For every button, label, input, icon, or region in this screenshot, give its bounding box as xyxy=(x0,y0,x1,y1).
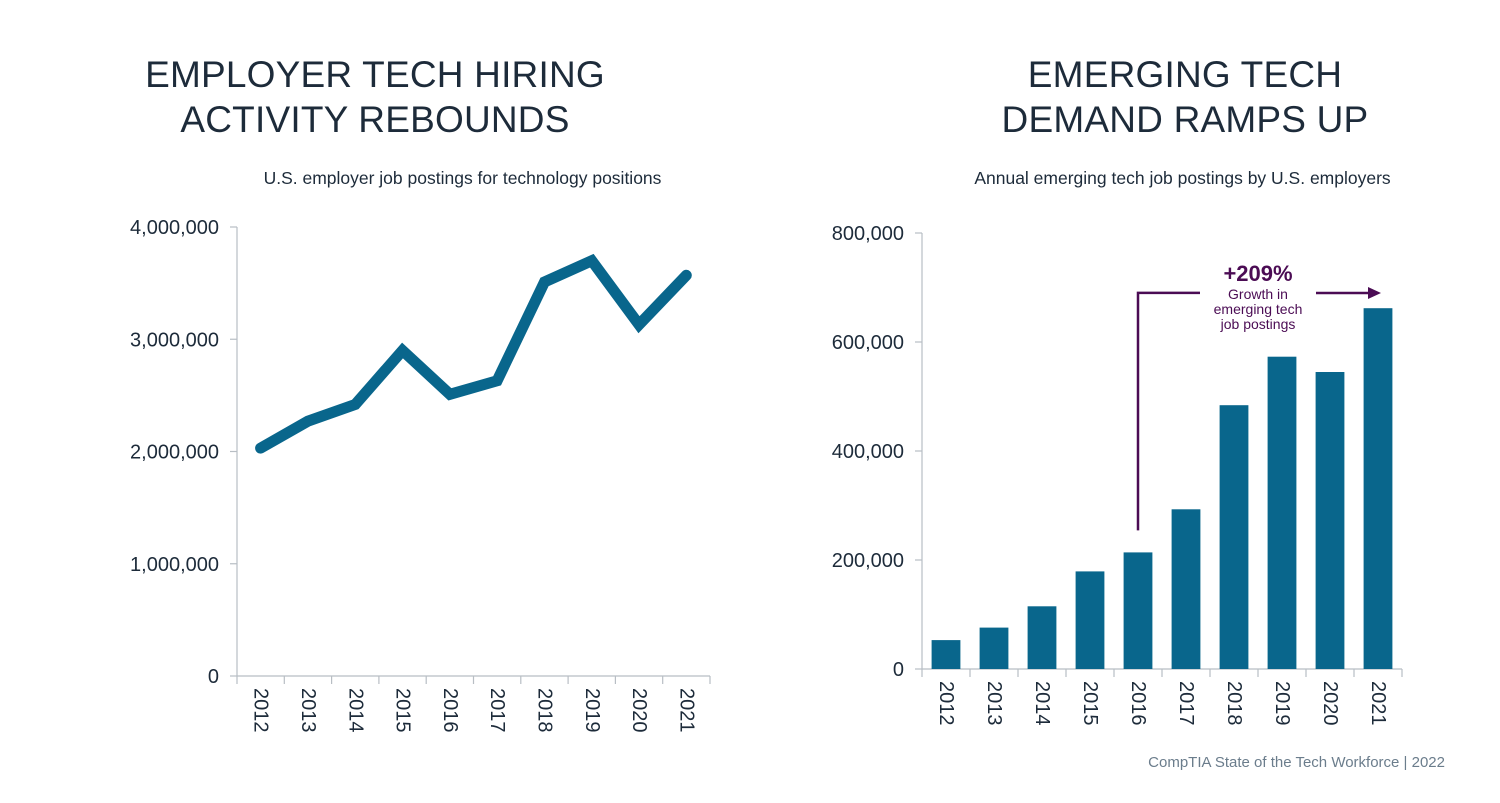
emerging-x-tick-label: 2012 xyxy=(935,681,957,726)
emerging-bar xyxy=(1267,356,1297,669)
hiring-activity-panel: EMPLOYER TECH HIRING ACTIVITY REBOUNDS U… xyxy=(130,54,711,733)
emerging-bar xyxy=(1315,372,1345,669)
growth-caption-line: Growth in xyxy=(1228,286,1288,302)
hiring-y-tick-label: 3,000,000 xyxy=(130,329,219,351)
emerging-bar xyxy=(931,640,961,669)
emerging-x-tick-label: 2017 xyxy=(1175,681,1197,726)
growth-caption-line: job postings xyxy=(1220,316,1296,332)
emerging-x-tick-label: 2016 xyxy=(1127,681,1149,726)
hiring-y-tick-label: 4,000,000 xyxy=(130,217,219,239)
emerging-bar xyxy=(979,627,1009,669)
hiring-series-line xyxy=(255,253,692,454)
emerging-bar xyxy=(1363,308,1393,669)
hiring-y-tick-label: 0 xyxy=(208,666,219,688)
emerging-x-tick-label: 2015 xyxy=(1079,681,1101,726)
emerging-y-tick-label: 200,000 xyxy=(832,550,904,572)
hiring-x-tick-label: 2014 xyxy=(344,688,366,733)
hiring-x-tick-label: 2016 xyxy=(439,688,461,733)
hiring-x-tick-label: 2017 xyxy=(486,688,508,733)
hiring-x-tick-label: 2015 xyxy=(392,688,414,733)
emerging-x-tick-label: 2018 xyxy=(1223,681,1245,726)
emerging-y-tick-label: 0 xyxy=(893,659,904,681)
source-note: CompTIA State of the Tech Workforce | 20… xyxy=(1148,754,1445,771)
hiring-x-tick-label: 2020 xyxy=(628,688,650,733)
emerging-tech-panel: EMERGING TECH DEMAND RAMPS UP Annual eme… xyxy=(750,0,1500,803)
emerging-x-tick-label: 2021 xyxy=(1367,681,1389,726)
hiring-x-tick-label: 2018 xyxy=(533,688,555,733)
emerging-bar-chart: 0 200,000 400,000 600,000 800,000 2012 2013 201… xyxy=(832,223,1403,726)
emerging-x-tick-label: 2013 xyxy=(983,681,1005,726)
emerging-bar xyxy=(1219,405,1249,669)
emerging-x-tick-label: 2014 xyxy=(1031,681,1053,726)
hiring-chart-title: EMPLOYER TECH HIRING ACTIVITY REBOUNDS xyxy=(145,54,605,140)
emerging-x-tick-label: 2020 xyxy=(1319,681,1341,726)
emerging-y-tick-label: 600,000 xyxy=(832,332,904,354)
emerging-y-tick-label: 800,000 xyxy=(832,223,904,245)
growth-percent-label: +209% xyxy=(1223,261,1292,286)
emerging-bar xyxy=(1075,571,1105,669)
emerging-bar xyxy=(1171,509,1201,669)
emerging-chart-title: EMERGING TECH DEMAND RAMPS UP xyxy=(1001,54,1369,140)
hiring-x-tick-label: 2021 xyxy=(675,688,697,733)
hiring-x-tick-label: 2013 xyxy=(297,688,319,733)
hiring-chart-subtitle: U.S. employer job postings for technolog… xyxy=(263,168,662,188)
hiring-line-chart: 0 1,000,000 2,000,000 3,000,000 4,000,000 201… xyxy=(130,217,711,733)
emerging-bar xyxy=(1123,552,1153,669)
emerging-x-tick-label: 2019 xyxy=(1271,681,1293,726)
growth-bracket-line xyxy=(1136,291,1200,531)
emerging-bar xyxy=(1027,606,1057,669)
hiring-x-tick-label: 2012 xyxy=(250,688,272,733)
hiring-y-tick-label: 2,000,000 xyxy=(130,442,219,464)
growth-arrowhead xyxy=(1368,286,1381,299)
emerging-chart-subtitle: Annual emerging tech job postings by U.S… xyxy=(974,168,1391,188)
growth-caption-line: emerging tech xyxy=(1214,301,1303,317)
hiring-y-tick-label: 1,000,000 xyxy=(130,554,219,576)
emerging-y-tick-label: 400,000 xyxy=(832,441,904,463)
hiring-x-tick-label: 2019 xyxy=(581,688,603,733)
